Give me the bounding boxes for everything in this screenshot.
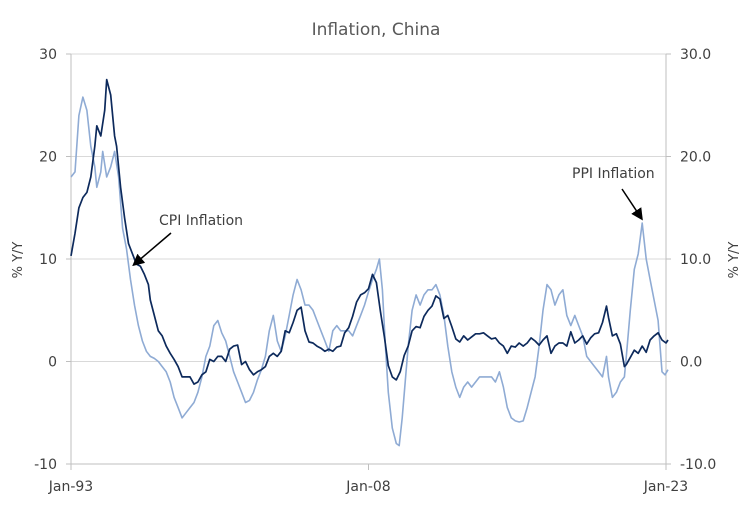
y-right-tick-label: -10.0 [680,457,716,473]
ppi-series-line [70,96,669,447]
y-right-tick-label: 20.0 [680,150,711,166]
y-left-tick-label: 10 [39,252,57,268]
ppi-annotation-label: PPI Inflation [572,166,655,182]
y-left-tick-label: 20 [39,150,57,166]
gridlines [71,53,666,362]
y-left-tick-label: 0 [48,355,57,371]
x-tick-label: Jan-23 [643,479,688,495]
y-left-tick-label: -10 [34,457,57,473]
annotations: CPI Inflation PPI Inflation [132,166,655,267]
y-axis-right-label: % Y/Y [727,242,742,279]
y-right-tick-label: 10.0 [680,252,711,268]
y-right-tick-label: 30.0 [680,47,711,63]
series-group [70,78,669,447]
right-axis-ticks: -10.0 0.0 10.0 20.0 30.0 [666,47,716,473]
ppi-annotation-arrow [621,188,643,221]
x-tick-label: Jan-93 [48,479,93,495]
y-left-tick-label: 30 [39,47,57,63]
cpi-series-line [70,78,669,385]
left-axis-ticks: -10 0 10 20 30 [34,47,71,473]
cpi-annotation-label: CPI Inflation [159,213,243,229]
y-right-tick-label: 0.0 [680,355,702,371]
cpi-annotation-arrow [132,232,172,267]
x-tick-label: Jan-08 [345,479,390,495]
chart-title: Inflation, China [312,20,441,40]
x-axis-ticks: Jan-93 Jan-08 Jan-23 [48,464,688,495]
y-axis-left-label: % Y/Y [11,242,26,279]
